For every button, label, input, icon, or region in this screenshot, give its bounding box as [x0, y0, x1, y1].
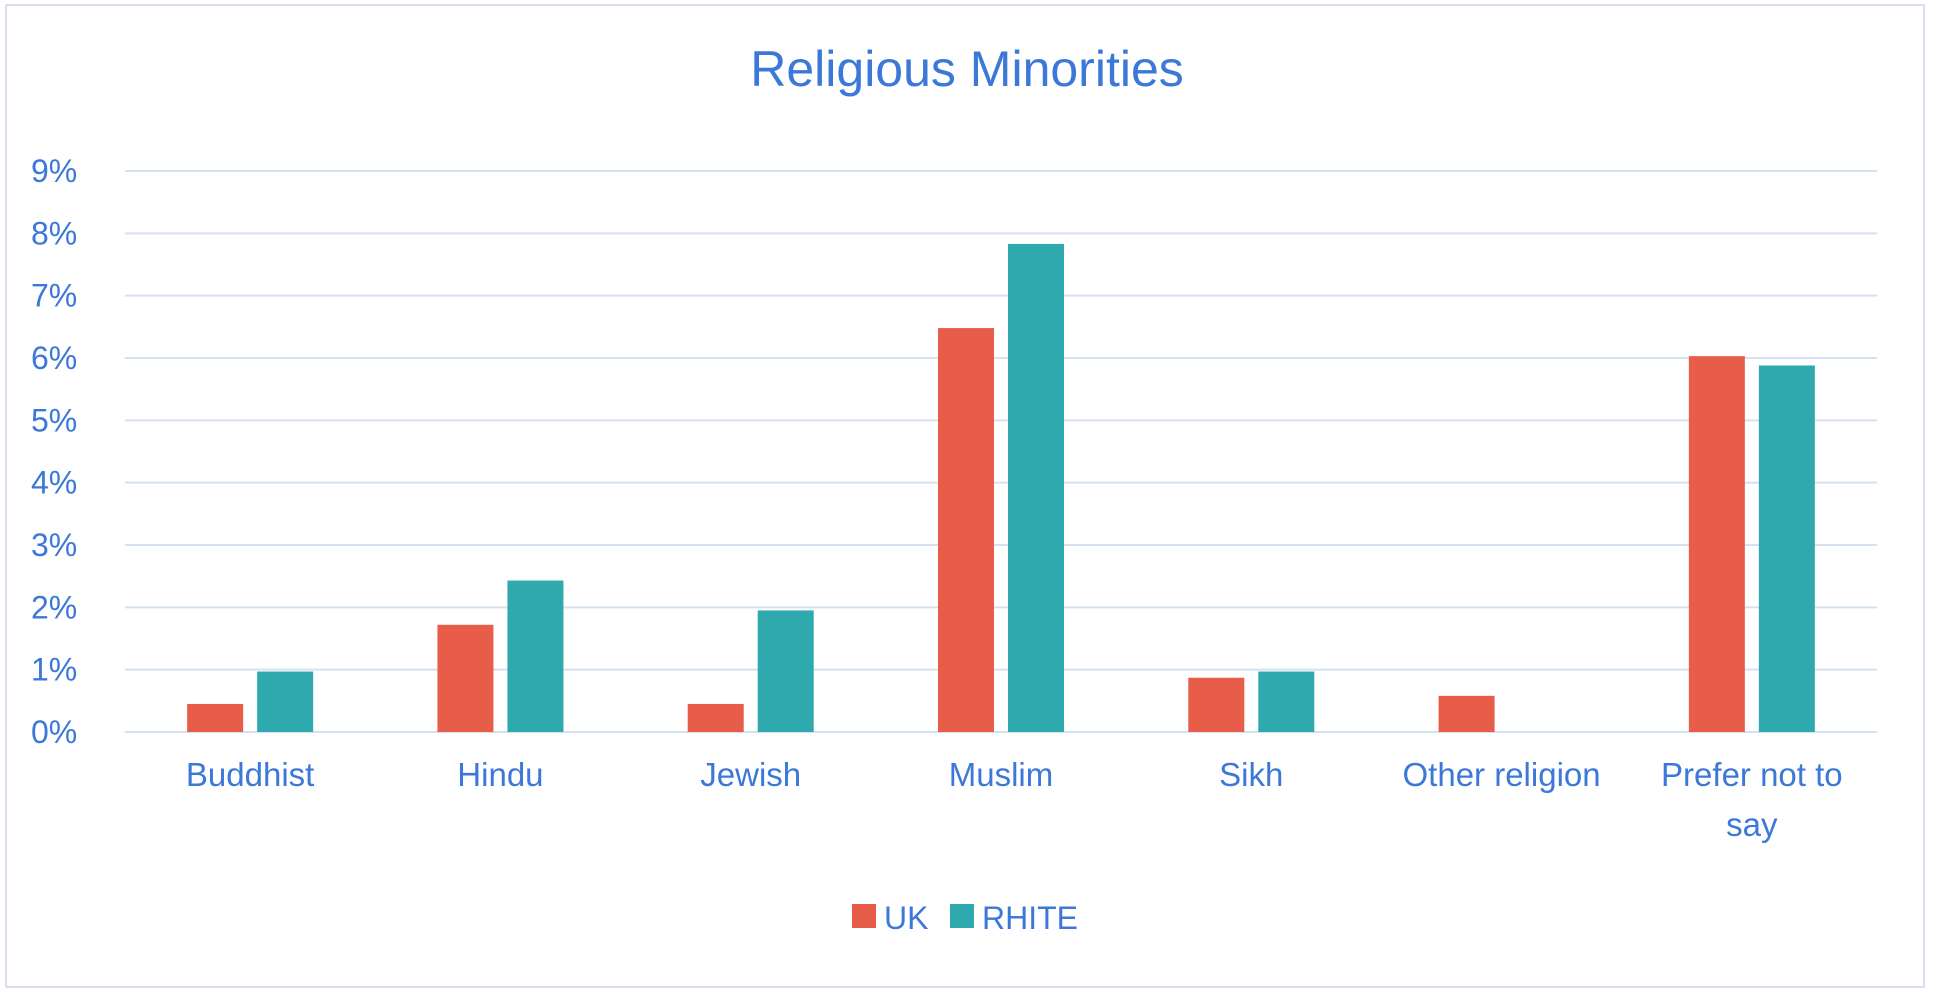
bar-rhite-prefer-not-to-say — [1758, 365, 1815, 732]
bar-rhite-hindu — [507, 580, 564, 732]
legend-label-rhite: RHITE — [982, 900, 1078, 936]
x-category-label-line: say — [1726, 806, 1778, 843]
chart-title: Religious Minorities — [750, 41, 1184, 97]
y-tick-label: 8% — [31, 215, 77, 251]
bar-uk-other-religion — [1438, 695, 1495, 732]
chart-frame: Religious Minorities 0% 1% 2% 3% 4% 5% 6% 7% 8% 9… — [5, 4, 1925, 988]
x-category-label-line: Prefer not to — [1661, 756, 1843, 793]
y-axis-tick-labels: 0% 1% 2% 3% 4% 5% 6% 7% 8% 9% — [31, 153, 77, 750]
legend-swatch-rhite — [950, 904, 974, 928]
bar-rhite-jewish — [757, 610, 814, 732]
x-category-label-line: Sikh — [1219, 756, 1283, 793]
bar-rhite-sikh — [1258, 671, 1315, 732]
bar-uk-hindu — [437, 624, 494, 732]
y-tick-label: 0% — [31, 714, 77, 750]
gridlines — [125, 170, 1877, 733]
legend: UK RHITE — [852, 900, 1078, 936]
x-category-label-line: Buddhist — [186, 756, 314, 793]
x-category-label: Sikh — [1219, 756, 1283, 793]
x-category-label: Muslim — [949, 756, 1054, 793]
y-tick-label: 3% — [31, 527, 77, 563]
x-category-label-line: Hindu — [457, 756, 543, 793]
x-category-label: Jewish — [700, 756, 801, 793]
y-tick-label: 7% — [31, 278, 77, 314]
bar-uk-sikh — [1188, 677, 1245, 732]
x-category-label: Prefer not to say — [1661, 756, 1843, 843]
legend-label-uk: UK — [884, 900, 928, 936]
bar-chart: Religious Minorities 0% 1% 2% 3% 4% 5% 6% 7% 8% 9… — [31, 41, 1877, 936]
bar-rhite-buddhist — [257, 671, 314, 732]
y-tick-label: 1% — [31, 652, 77, 688]
x-category-label: Buddhist — [186, 756, 314, 793]
y-tick-label: 4% — [31, 465, 77, 501]
y-tick-label: 6% — [31, 340, 77, 376]
x-category-label: Hindu — [457, 756, 543, 793]
y-tick-label: 5% — [31, 402, 77, 438]
x-axis-category-labels: Buddhist Hindu Jewish Muslim Sikh Other relig… — [186, 756, 1843, 843]
y-tick-label: 9% — [31, 153, 77, 189]
bar-uk-muslim — [938, 328, 994, 732]
x-category-label-line: Jewish — [700, 756, 801, 793]
x-category-label: Other religion — [1403, 756, 1601, 793]
legend-swatch-uk — [852, 904, 876, 928]
bar-rhite-muslim — [1008, 243, 1064, 732]
x-category-label-line: Other religion — [1403, 756, 1601, 793]
bar-uk-jewish — [687, 703, 744, 732]
bar-uk-prefer-not-to-say — [1688, 356, 1745, 732]
bar-uk-buddhist — [187, 703, 244, 732]
bars — [187, 243, 1815, 732]
x-category-label-line: Muslim — [949, 756, 1054, 793]
y-tick-label: 2% — [31, 589, 77, 625]
